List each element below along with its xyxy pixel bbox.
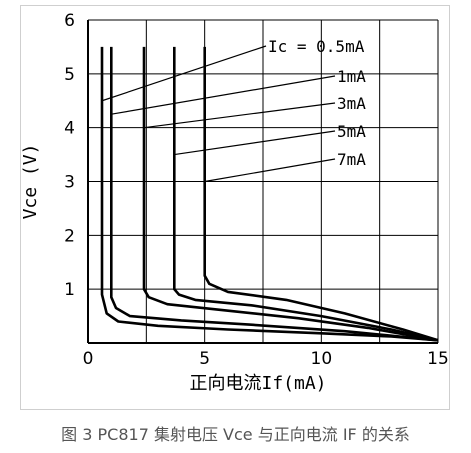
annotation-label: 1mA [337,67,366,86]
y-axis-title: Vce (V) [20,144,41,220]
annotation-leader [111,75,336,115]
chart: 0 5 10 15 1 2 3 4 5 6 正向电流If(mA) Vce (V) Ic = 0.5mA 1… [20,11,449,394]
annotation-leader [204,158,336,183]
annotation-leader [174,130,336,156]
annotation-leader [143,102,336,129]
annotation-label: Ic = 0.5mA [268,37,365,56]
y-tick-label: 6 [64,11,75,31]
y-tick-label: 4 [64,119,75,139]
x-tick-label: 10 [311,349,333,369]
series-line-3 [142,46,439,342]
annotation-leader [101,45,267,102]
series-line-1 [100,46,439,342]
x-tick-label: 15 [427,349,449,369]
series-line-2 [110,46,439,342]
annotation-label: 5mA [337,122,366,141]
series-line-5 [203,46,439,342]
series-line-4 [173,46,439,342]
y-tick-label: 2 [64,226,75,246]
x-axis-title: 正向电流If(mA) [189,373,326,394]
figure-caption: 图 3 PC817 集射电压 Vce 与正向电流 IF 的关系 [61,425,410,444]
x-tick-label: 5 [199,349,210,369]
annotation-label: 3mA [337,94,366,113]
figure-frame [20,5,450,410]
annotation-label: 7mA [337,150,366,169]
y-tick-label: 1 [64,280,75,300]
y-tick-label: 3 [64,173,75,193]
y-tick-label: 5 [64,65,75,85]
x-tick-label: 0 [83,349,94,369]
